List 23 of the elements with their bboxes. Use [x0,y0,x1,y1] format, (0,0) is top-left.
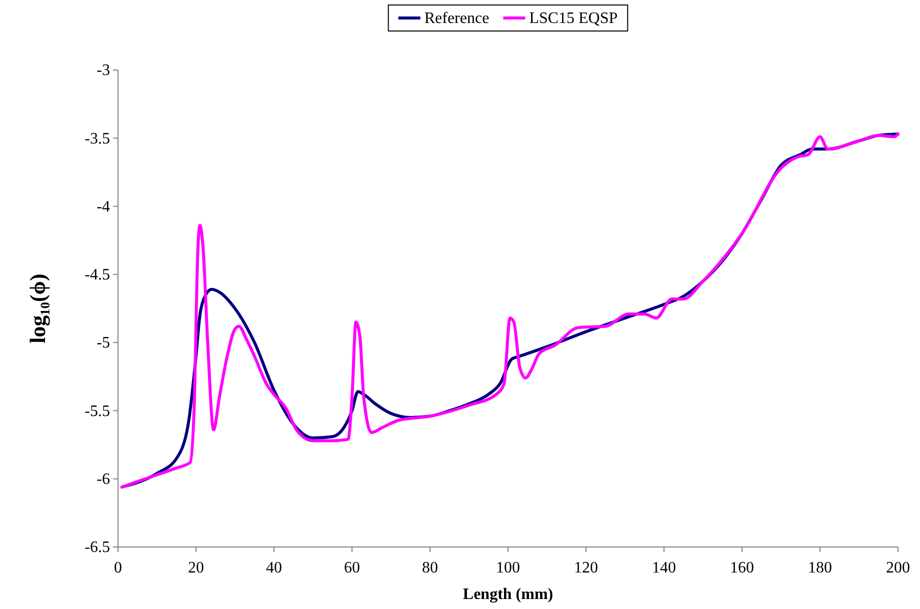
x-tick-label: 20 [188,560,204,577]
y-tick-label: -6.5 [84,539,110,556]
y-axis-title: log₁₀(ϕ) [25,274,50,344]
x-tick-label: 140 [652,560,676,577]
x-axis-title: Length (mm) [462,586,554,603]
x-tick-label: 80 [422,560,438,577]
y-tick-label: -3 [96,62,110,80]
x-tick-label: 200 [886,560,910,577]
y-tick-label: -5 [96,334,110,352]
y-tick-label: -3.5 [84,130,110,148]
y-tick-label: -4.5 [84,266,110,284]
legend-label: LSC15 EQSP [529,10,618,27]
x-tick-label: 120 [574,560,598,577]
y-tick-label: -6 [96,470,110,488]
y-tick-label: -4 [96,198,110,216]
legend-label: Reference [424,10,490,27]
x-tick-label: 60 [344,560,360,577]
x-tick-label: 100 [496,560,520,577]
y-tick-label: -5.5 [84,402,110,420]
x-tick-label: 0 [114,560,122,577]
x-tick-label: 180 [808,560,832,577]
x-tick-label: 40 [266,560,282,577]
x-tick-label: 160 [730,560,754,577]
